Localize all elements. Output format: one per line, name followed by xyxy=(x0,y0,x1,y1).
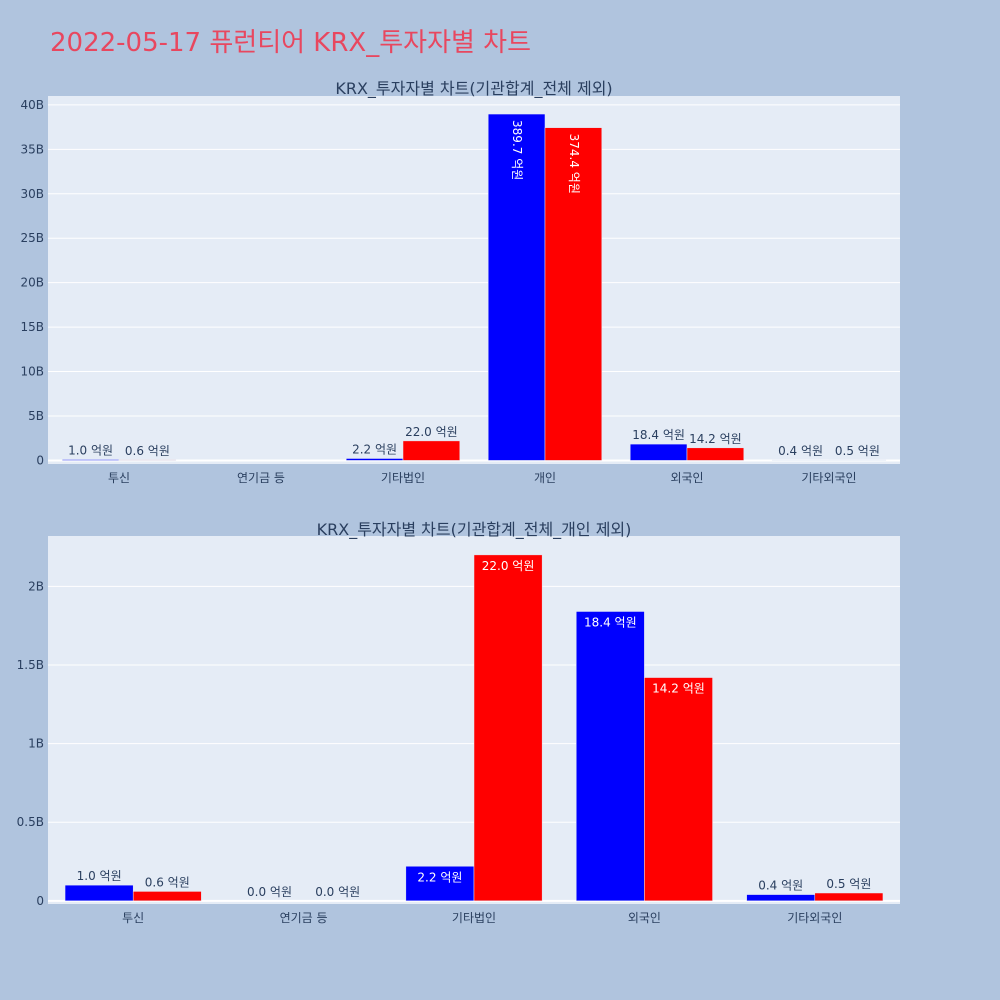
y-tick-label: 40B xyxy=(20,98,44,112)
x-tick-label: 투신 xyxy=(122,911,144,925)
data-label: 0.6 억원 xyxy=(145,875,190,889)
x-tick-label: 외국인 xyxy=(670,471,703,485)
data-label: 14.2 억원 xyxy=(652,682,705,696)
y-tick-label: 0.5B xyxy=(17,815,44,829)
data-label: 389.7 억원 xyxy=(510,120,524,180)
bar xyxy=(345,458,404,461)
data-label: 22.0 억원 xyxy=(482,559,535,573)
bar xyxy=(402,440,461,461)
x-tick-label: 투신 xyxy=(108,471,130,485)
bar xyxy=(544,127,603,461)
data-label: 0.6 억원 xyxy=(125,444,170,458)
bar xyxy=(814,892,884,902)
data-label: 1.0 억원 xyxy=(68,444,113,458)
data-label: 0.5 억원 xyxy=(826,877,871,891)
y-tick-label: 20B xyxy=(20,276,44,290)
x-tick-label: 기타법인 xyxy=(381,471,425,485)
data-label: 18.4 억원 xyxy=(632,428,685,442)
data-label: 0.4 억원 xyxy=(758,879,803,893)
data-label: 0.4 억원 xyxy=(778,444,823,458)
data-label: 22.0 억원 xyxy=(405,425,458,439)
y-tick-label: 10B xyxy=(20,365,44,379)
y-tick-label: 2B xyxy=(28,579,44,593)
x-tick-label: 기타법인 xyxy=(452,911,496,925)
y-tick-label: 1.5B xyxy=(17,658,44,672)
bar xyxy=(746,894,816,902)
data-label: 0.0 억원 xyxy=(247,885,292,899)
y-tick-label: 0 xyxy=(36,453,44,467)
bar xyxy=(575,611,645,902)
data-label: 18.4 억원 xyxy=(584,615,637,629)
bar xyxy=(64,884,134,902)
data-label: 2.2 억원 xyxy=(417,870,462,884)
data-label: 0.5 억원 xyxy=(835,444,880,458)
y-tick-label: 1B xyxy=(28,737,44,751)
x-tick-label: 기타외국인 xyxy=(801,471,856,485)
chart-top: KRX_투자자별 차트(기관합계_전체 제외) 0 5B 10B 15B 20B 25B 30… xyxy=(20,79,900,485)
x-tick-label: 연기금 등 xyxy=(237,471,285,485)
data-label: 14.2 억원 xyxy=(689,432,742,446)
y-tick-label: 35B xyxy=(20,142,44,156)
x-tick-label: 개인 xyxy=(534,471,556,485)
x-tick-label: 외국인 xyxy=(628,911,661,925)
bar xyxy=(686,447,745,461)
plot-area xyxy=(48,96,900,464)
chart-title: KRX_투자자별 차트(기관합계_전체 제외) xyxy=(335,79,612,99)
bar xyxy=(118,459,177,461)
data-label: 2.2 억원 xyxy=(352,442,397,456)
data-label: 374.4 억원 xyxy=(567,134,581,194)
y-tick-label: 30B xyxy=(20,187,44,201)
page-title: 2022-05-17 퓨런티어 KRX_투자자별 차트 xyxy=(50,28,532,58)
bar xyxy=(132,891,202,902)
bar xyxy=(61,459,120,461)
data-label: 1.0 억원 xyxy=(77,869,122,883)
x-tick-label: 연기금 등 xyxy=(280,911,328,925)
y-tick-label: 25B xyxy=(20,231,44,245)
data-label: 0.0 억원 xyxy=(315,885,360,899)
x-tick-label: 기타외국인 xyxy=(787,911,842,925)
y-tick-label: 15B xyxy=(20,320,44,334)
bar xyxy=(405,866,475,902)
bar xyxy=(473,554,543,902)
bar xyxy=(487,113,546,461)
y-tick-label: 0 xyxy=(36,894,44,908)
chart-title: KRX_투자자별 차트(기관합계_전체_개인 제외) xyxy=(317,520,632,540)
bar xyxy=(644,677,713,902)
bar xyxy=(629,443,688,461)
chart-bottom: KRX_투자자별 차트(기관합계_전체_개인 제외) 0 0.5B 1B 1.5B 2B 투… xyxy=(17,520,900,925)
y-tick-label: 5B xyxy=(28,409,44,423)
